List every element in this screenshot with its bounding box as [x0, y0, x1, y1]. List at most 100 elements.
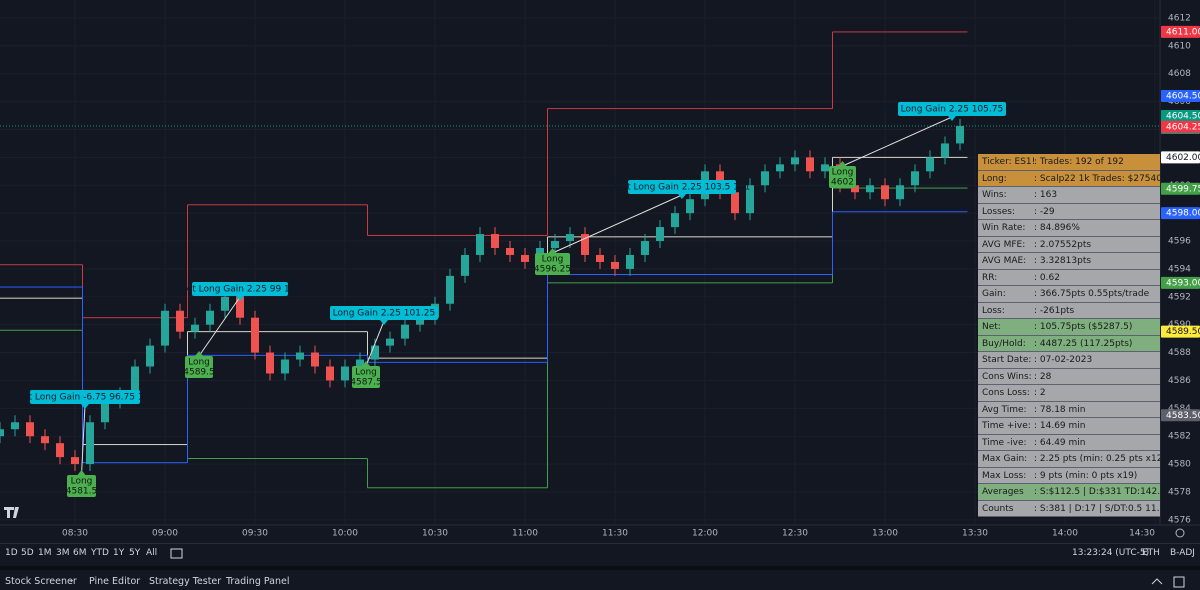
entry-label-pointer [195, 351, 203, 356]
session-toggle[interactable]: ETH [1142, 548, 1160, 558]
panel-tab[interactable]: Pine Editor [89, 576, 141, 587]
stats-row: Ticker: ES1!: Trades: 192 of 192 [978, 154, 1160, 171]
stats-row: AVG MAE: : 3.32813pts [978, 253, 1160, 270]
candle-body [191, 324, 199, 332]
stats-row: Cons Loss:: 2 [978, 385, 1160, 402]
logo [4, 507, 19, 518]
panel-tab[interactable]: Trading Panel [226, 576, 290, 587]
price-tag [1161, 182, 1200, 195]
stats-value: : 84.896% [1034, 223, 1080, 233]
panel-tab[interactable]: Strategy Tester [149, 576, 222, 587]
candle-body [881, 185, 889, 200]
panel-controls[interactable] [1150, 575, 1190, 589]
candle-body [551, 241, 559, 249]
stats-value: : 28 [1034, 371, 1052, 382]
panel-tab[interactable]: Stock Screener [5, 576, 77, 587]
range-button[interactable]: 1D [5, 548, 18, 558]
entry-label-box [67, 475, 96, 497]
candle-body [761, 171, 769, 186]
candle-body [236, 296, 244, 318]
stats-key: AVG MAE: [982, 256, 1027, 266]
exit-label: Exit Long Gain 2.25 105.75 192 [881, 105, 1024, 115]
range-button[interactable]: 1M [38, 548, 52, 558]
entry-side: Long [832, 168, 854, 178]
stats-row: AVG MFE:: 2.07552pts [978, 236, 1160, 253]
stats-value: : 3.32813pts [1034, 256, 1092, 266]
clock: 13:23:24 (UTC-5) [1072, 548, 1150, 558]
candle-body [851, 185, 859, 193]
range-button[interactable]: 1Y [113, 548, 125, 558]
time-tick-label: 14:00 [1052, 529, 1078, 539]
candle-body [26, 422, 34, 437]
exit-label: Exit Long Gain -6.75 96.75 188 [15, 393, 155, 403]
trade-line [842, 116, 953, 167]
candle-body [11, 422, 19, 430]
trade-line [365, 320, 385, 367]
exit-label: Exit Long Gain 2.25 103.5 191 [614, 183, 751, 193]
date-range-icon[interactable] [170, 547, 184, 559]
range-button[interactable]: 5D [21, 548, 34, 558]
candle-body [521, 254, 529, 262]
stats-value: : 2 [1034, 388, 1046, 398]
price-tick-label: 4612 [1168, 13, 1191, 23]
stats-row: Win Rate:: 84.896% [978, 220, 1160, 237]
price-tag [1161, 120, 1200, 133]
stats-value: : 14.69 min [1034, 421, 1086, 431]
time-tick-label: 08:30 [62, 529, 88, 539]
price-tick-label: 4596 [1168, 237, 1191, 247]
entry-price: 4596.25 [534, 265, 571, 275]
price-tick-label: 4592 [1168, 292, 1191, 302]
stats-row: Max Loss:: 9 pts (min: 0 pts x19) [978, 467, 1160, 484]
price-tag-label: 4611.00 [1166, 27, 1200, 37]
entry-label-pointer [362, 361, 370, 366]
stats-value: : 366.75pts 0.55pts/trade [1034, 289, 1150, 299]
stats-row: Time -ive:: 64.49 min [978, 434, 1160, 451]
range-button[interactable]: 3M [56, 548, 70, 558]
exit-label-pointer [236, 296, 244, 301]
candle-body [296, 352, 304, 360]
candle-body [626, 254, 634, 269]
candle-body [896, 185, 904, 200]
tab-dropdown-icon[interactable]: ⌄ [68, 575, 75, 584]
stats-key: Averages [982, 487, 1024, 497]
candle-body [221, 296, 229, 311]
range-button[interactable]: 5Y [129, 548, 141, 558]
entry-price: 4587.5 [350, 378, 382, 388]
stats-row: Net:: 105.75pts ($5287.5) [978, 319, 1160, 336]
range-button[interactable]: All [146, 548, 158, 558]
stats-value: : 9 pts (min: 0 pts x19) [1034, 470, 1138, 481]
candle-body [71, 457, 79, 465]
adjust-toggle[interactable]: B-ADJ [1170, 548, 1195, 558]
stats-key: Losses: [982, 206, 1015, 217]
entry-label-pointer [838, 161, 847, 166]
entry-label-box [185, 356, 213, 378]
entry-label-box [829, 166, 856, 188]
candle-body [566, 234, 574, 242]
exit-label-box [898, 102, 1006, 116]
stats-key: Time -ive: [982, 437, 1027, 448]
candle-body [206, 310, 214, 325]
candle-body [251, 317, 259, 353]
trade-line [81, 404, 86, 476]
price-tag [1161, 207, 1200, 220]
bottom-toolbar: 13:23:24 (UTC-5) ETH B-ADJ 1D 5D 1M 3M 6M YTD… [0, 543, 1200, 563]
candle-body [746, 185, 754, 214]
candle-body [596, 254, 604, 262]
price-tag [1161, 276, 1200, 289]
candle-body [281, 359, 289, 374]
candle-body [941, 143, 949, 158]
stats-table: Ticker: ES1!: Trades: 192 of 192 Long:: S… [978, 154, 1160, 517]
candle-body [866, 185, 874, 193]
range-button[interactable]: YTD [91, 548, 109, 558]
price-tick-label: 4606 [1168, 97, 1191, 107]
candle-body [101, 401, 109, 423]
candle-body [926, 157, 934, 172]
price-tag-label: 4599.75 [1166, 184, 1200, 194]
time-tick-label: 12:00 [692, 529, 718, 539]
candle-body [356, 359, 364, 367]
price-tick-label: 4582 [1168, 432, 1191, 442]
candle-body [731, 192, 739, 214]
settings-icon[interactable] [1175, 528, 1185, 538]
range-button[interactable]: 6M [73, 548, 87, 558]
candle-body [821, 164, 829, 172]
